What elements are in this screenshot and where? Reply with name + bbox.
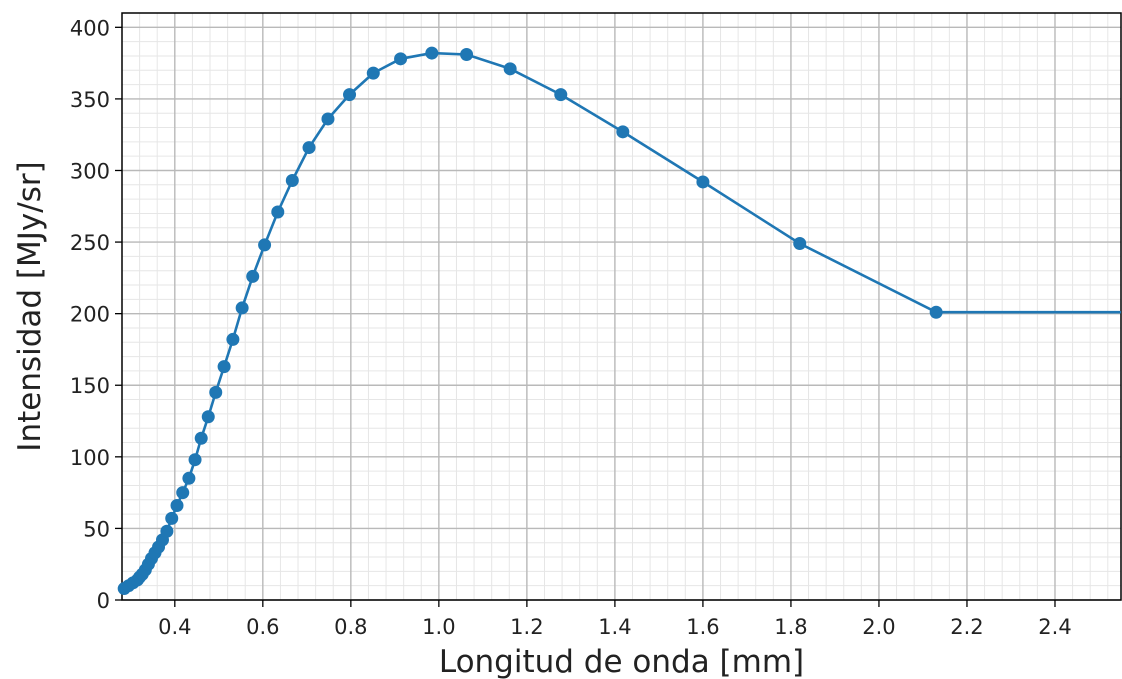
- data-point: [425, 46, 439, 60]
- data-point: [226, 332, 240, 346]
- x-tick-label: 2.2: [950, 615, 983, 639]
- y-tick-label: 350: [70, 88, 110, 112]
- x-tick-label: 2.4: [1038, 615, 1071, 639]
- data-point: [165, 511, 179, 525]
- data-point: [302, 141, 316, 155]
- x-tick-label: 1.4: [598, 615, 631, 639]
- x-tick-label: 1.0: [422, 615, 455, 639]
- x-tick-label: 1.6: [686, 615, 719, 639]
- x-tick-label: 2.0: [862, 615, 895, 639]
- y-tick-label: 250: [70, 231, 110, 255]
- data-point: [160, 524, 174, 538]
- data-point: [321, 112, 335, 126]
- x-tick-label: 1.8: [774, 615, 807, 639]
- y-tick-label: 300: [70, 159, 110, 183]
- data-point: [176, 486, 190, 500]
- data-point: [217, 360, 231, 374]
- data-point: [188, 453, 202, 467]
- axis-ticks: [115, 26, 1056, 607]
- data-point: [182, 471, 196, 485]
- data-point: [554, 88, 568, 102]
- y-tick-label: 100: [70, 446, 110, 470]
- y-tick-labels: 0 50 100 150 200 250 300 350 400: [70, 16, 110, 613]
- data-point: [194, 431, 208, 445]
- y-axis-label: Intensidad [MJy/sr]: [12, 161, 48, 451]
- major-grid: [122, 13, 1121, 601]
- y-tick-label: 0: [97, 589, 110, 613]
- data-point: [271, 205, 285, 219]
- data-point: [696, 175, 710, 189]
- data-point: [793, 237, 807, 251]
- plot-frame: [121, 12, 1122, 601]
- data-point: [201, 410, 215, 424]
- data-point: [503, 62, 517, 76]
- x-tick-label: 0.4: [158, 615, 191, 639]
- x-axis-label: Longitud de onda [mm]: [439, 644, 804, 679]
- minor-grid: [121, 12, 1121, 600]
- data-point: [343, 88, 357, 102]
- data-point: [246, 269, 260, 283]
- data-point: [616, 125, 630, 139]
- data-point: [235, 301, 249, 315]
- x-tick-label: 0.8: [334, 615, 367, 639]
- data-point: [366, 66, 380, 80]
- data-point: [258, 238, 272, 252]
- data-point: [394, 52, 408, 66]
- data-point: [170, 499, 184, 513]
- data-point: [209, 385, 223, 399]
- y-tick-label: 50: [83, 517, 110, 541]
- data-point: [285, 174, 299, 188]
- x-tick-labels: 0.4 0.6 0.8 1.0 1.2 1.4 1.6 1.8 2.0 2.2 2.4: [158, 615, 1072, 639]
- y-tick-label: 150: [70, 374, 110, 398]
- y-tick-label: 200: [70, 303, 110, 327]
- x-tick-label: 1.2: [510, 615, 543, 639]
- data-point: [460, 48, 474, 62]
- data-markers: [117, 46, 943, 596]
- y-tick-label: 400: [70, 16, 110, 40]
- data-point: [929, 305, 943, 319]
- x-tick-label: 0.6: [246, 615, 279, 639]
